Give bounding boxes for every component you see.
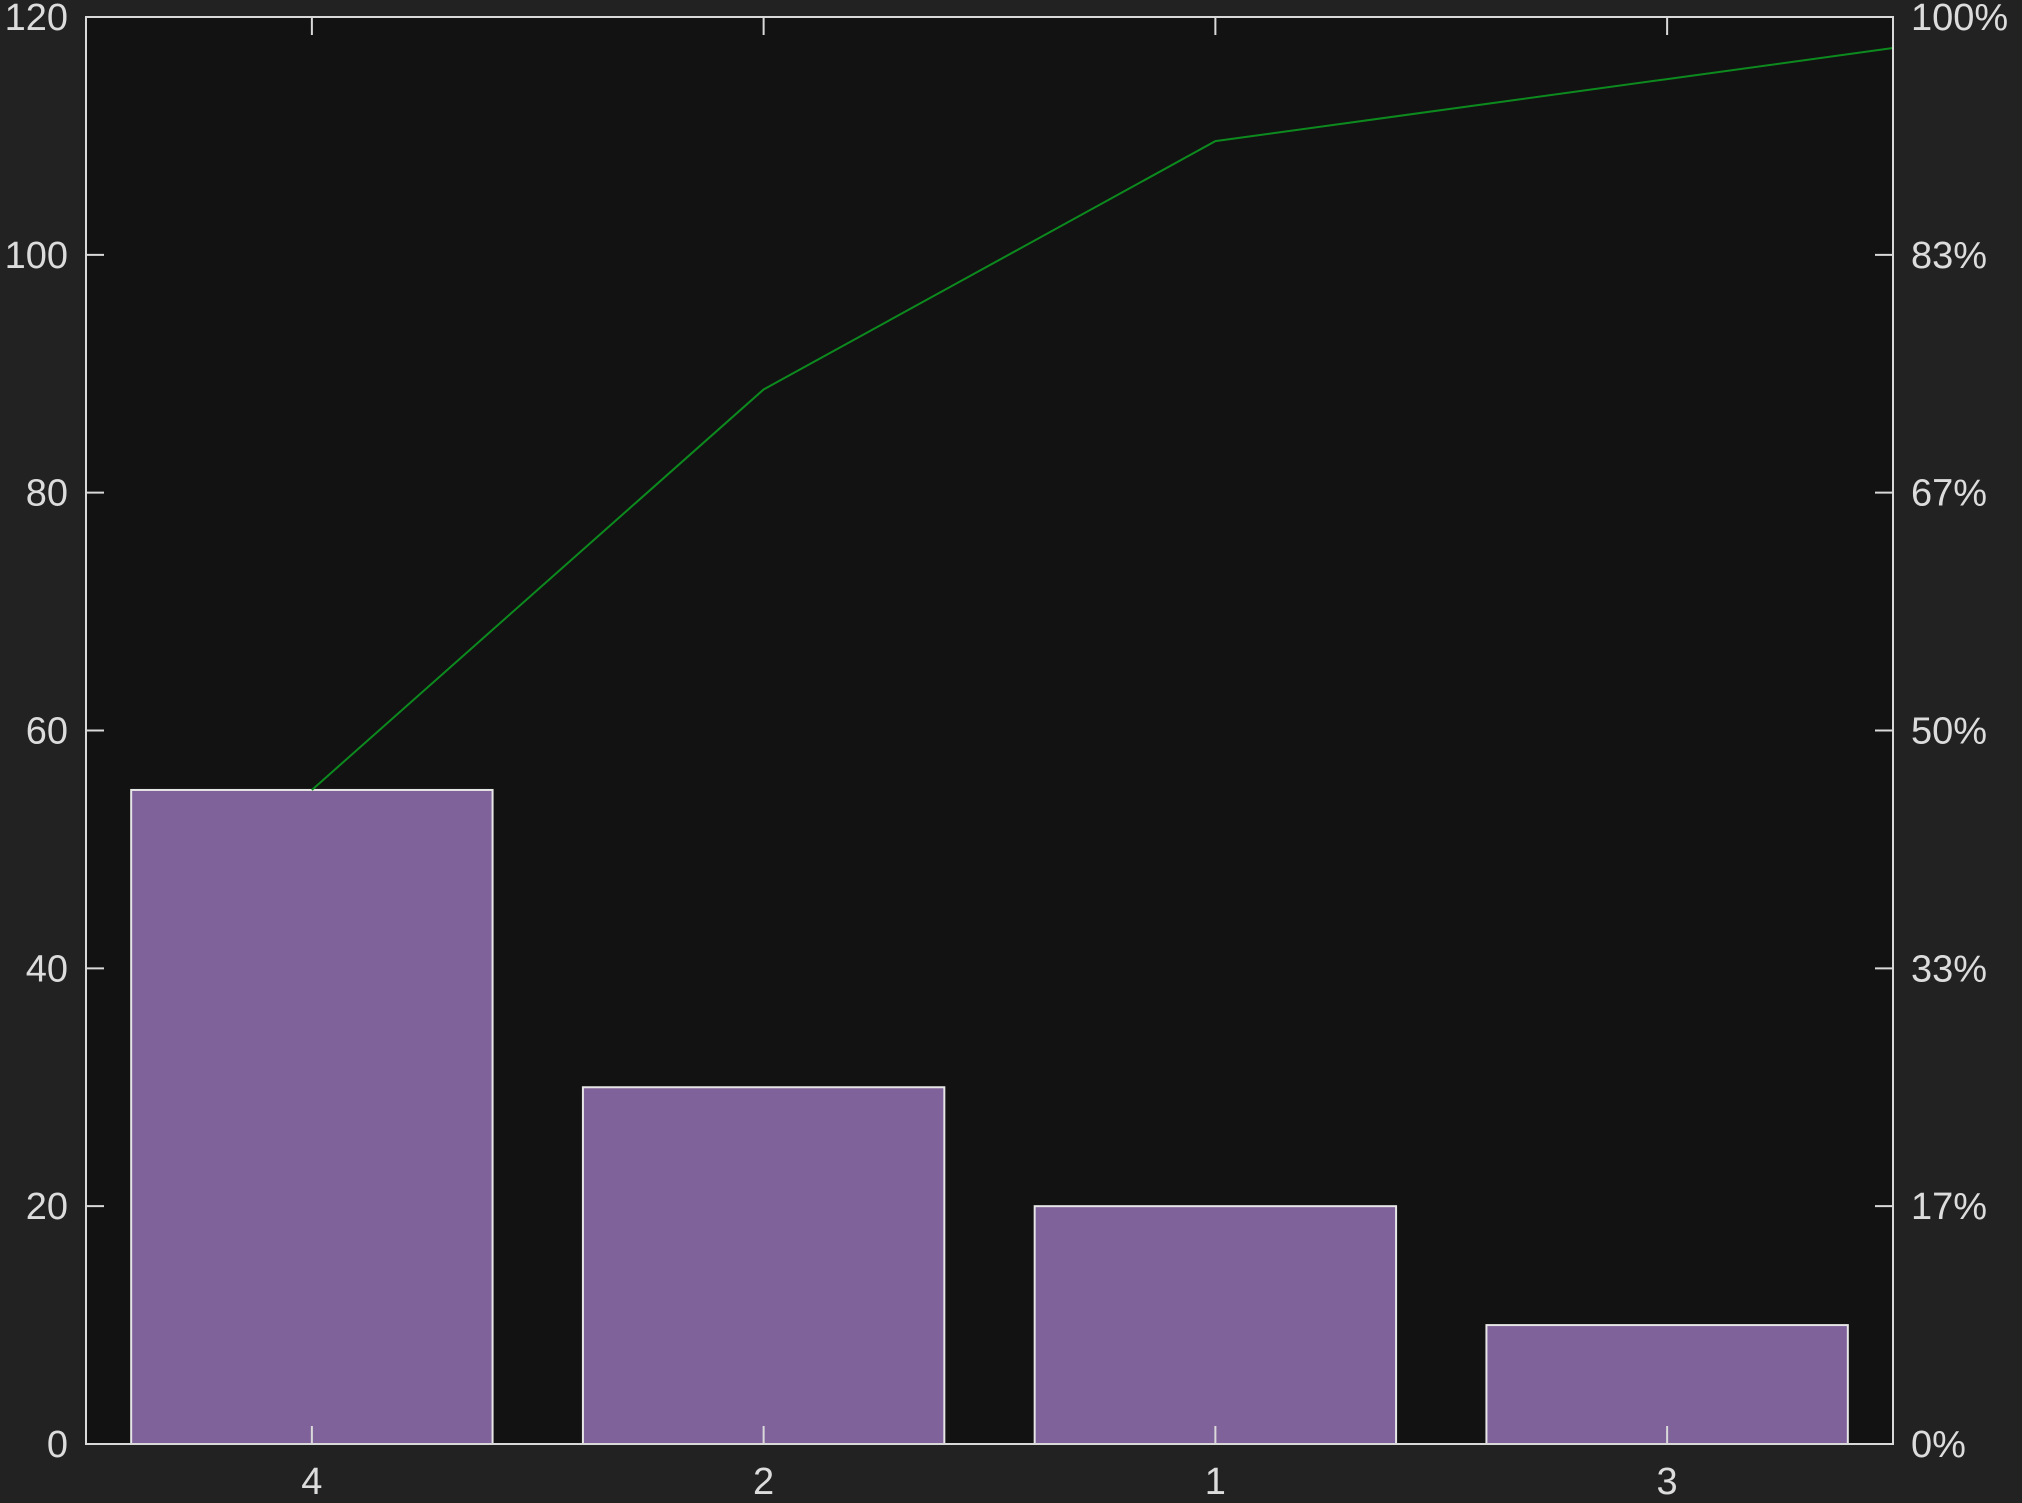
- y-tick-label: 0: [47, 1424, 68, 1466]
- y-tick-label: 100: [5, 235, 68, 277]
- y2-tick-label: 67%: [1911, 473, 1987, 515]
- bar-4: [130, 788, 494, 1445]
- bar-2: [581, 1086, 946, 1445]
- y2-tick-label: 0%: [1911, 1424, 1966, 1466]
- cumulative-line: [311, 47, 1894, 791]
- x-tick-label: 4: [301, 1461, 322, 1503]
- right-y-ticks: 0% 17% 33% 50% 67% 83% 100%: [1875, 0, 2008, 1466]
- x-ticks: 4 2 1 3: [301, 17, 1678, 1503]
- y-tick-label: 120: [5, 0, 68, 39]
- y2-tick-label: 50%: [1911, 711, 1987, 753]
- bars: [130, 788, 1849, 1446]
- left-y-ticks: 0 20 40 60 80 100 120: [5, 0, 104, 1466]
- y-tick-label: 20: [26, 1186, 68, 1228]
- y2-tick-label: 17%: [1911, 1186, 1987, 1228]
- bar-1: [1033, 1205, 1398, 1445]
- y2-tick-label: 33%: [1911, 948, 1987, 990]
- y-tick-label: 80: [26, 473, 68, 515]
- x-tick-label: 1: [1205, 1461, 1226, 1503]
- x-tick-label: 3: [1657, 1461, 1678, 1503]
- y2-tick-label: 83%: [1911, 235, 1987, 277]
- y-tick-label: 60: [26, 711, 68, 753]
- bar-3: [1485, 1324, 1849, 1446]
- y-tick-label: 40: [26, 948, 68, 990]
- x-tick-label: 2: [753, 1461, 774, 1503]
- y2-tick-label: 100%: [1911, 0, 2008, 39]
